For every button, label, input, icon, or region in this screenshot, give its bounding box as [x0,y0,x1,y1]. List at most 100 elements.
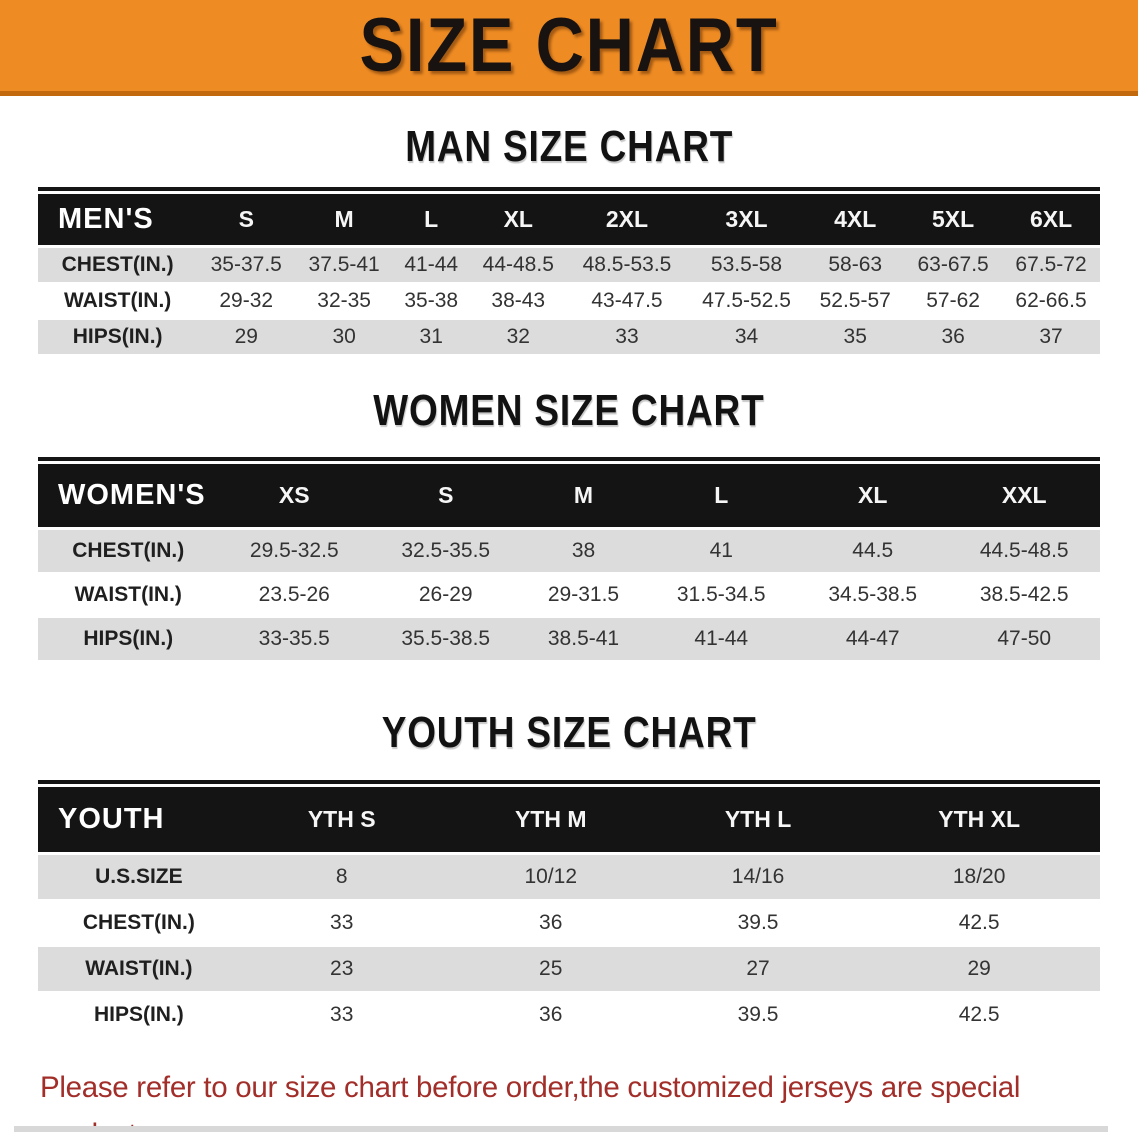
size-value-cell: 27 [657,946,859,992]
size-value-cell: 53.5-58 [686,246,807,283]
men-size-section: MAN SIZE CHART MEN'S S M L XL 2XL 3XL 4XL 5XL 6XL… [0,122,1138,356]
youth-col-yth-l: YTH L [657,787,859,855]
youth-table-frame: YOUTH YTH S YTH M YTH L YTH XL U.S.SIZE 8 10/12… [38,780,1100,1039]
women-section-title: WOMEN SIZE CHART [373,386,765,435]
men-col-4xl: 4XL [806,194,905,248]
size-value-cell: 33 [330,1003,354,1026]
size-value-cell: 52.5-57 [819,289,891,312]
women-col-s: S [370,464,522,530]
youth-row-chest-in-: CHEST(IN.) 33 36 39.5 42.5 [38,900,1100,946]
size-value-cell: 23.5-26 [258,583,330,606]
youth-row-waist-in-: WAIST(IN.) 23 25 27 29 [38,946,1100,992]
women-col-xxl: XXL [948,464,1100,530]
men-col-6xl: 6XL [1002,194,1100,248]
size-value-cell: 42.5 [958,911,1000,934]
women-row-hips-in-: HIPS(IN.) 33-35.5 35.5-38.5 38.5-41 41-44 44-… [38,617,1100,661]
women-table-frame: WOMEN'S XS S M L XL XXL CHEST(IN.) 29.5-32.5 32.5… [38,457,1100,662]
size-value-cell: 31.5-34.5 [676,583,766,606]
row-label: HIPS(IN.) [38,319,198,355]
men-table-frame: MEN'S S M L XL 2XL 3XL 4XL 5XL 6XL CHEST(IN.) 35-37… [38,187,1100,356]
bottom-divider [14,1126,1108,1132]
size-value-cell: 41-44 [645,617,797,661]
size-value-cell: 35 [806,319,905,355]
men-row-waist-in-: WAIST(IN.) 29-32 32-35 35-38 38-43 43-47.5 47.… [38,283,1100,319]
size-value-cell: 38-43 [491,289,546,312]
men-col-s: S [197,194,296,248]
youth-col-yth-s: YTH S [239,787,444,855]
size-value-cell: 32.5-35.5 [370,528,522,573]
youth-section-title: YOUTH SIZE CHART [381,708,757,757]
size-value-cell: 18/20 [858,853,1100,900]
men-row-hips-in-: HIPS(IN.) 29 30 31 32 33 34 35 36 37 [38,319,1100,355]
size-value-cell: 33-35.5 [218,617,370,661]
youth-col-yth-xl: YTH XL [858,787,1100,855]
men-col-2xl: 2XL [567,194,687,248]
size-value-cell: 35-37.5 [197,246,296,283]
size-value-cell: 44.5-48.5 [948,528,1100,573]
size-value-cell: 37 [1002,319,1100,355]
row-label: HIPS(IN.) [93,1003,184,1026]
size-value-cell: 35-38 [404,289,459,312]
size-value-cell: 38.5-42.5 [979,583,1069,606]
women-size-section: WOMEN SIZE CHART WOMEN'S XS S M L XL XXL CHEST(… [0,386,1138,662]
size-value-cell: 44.5 [796,528,949,573]
banner-title: SIZE CHART [359,3,779,88]
size-value-cell: 43-47.5 [591,289,663,312]
size-value-cell: 44-47 [796,617,949,661]
size-value-cell: 31 [393,319,470,355]
size-value-cell: 44-48.5 [469,246,568,283]
row-label: CHEST(IN.) [82,911,195,934]
size-value-cell: 36 [904,319,1003,355]
size-value-cell: 23 [239,946,444,992]
women-header-row: WOMEN'S XS S M L XL XXL [38,464,1100,530]
size-value-cell: 48.5-53.5 [567,246,687,283]
row-label: HIPS(IN.) [38,617,219,661]
women-row-waist-in-: WAIST(IN.) 23.5-26 26-29 29-31.5 31.5-34.5 34… [38,573,1100,617]
size-value-cell: 37.5-41 [295,246,394,283]
youth-header-row: YOUTH YTH S YTH M YTH L YTH XL [38,787,1100,855]
youth-group-label: YOUTH [38,787,240,855]
size-value-cell: 47.5-52.5 [702,289,791,312]
men-col-xl: XL [469,194,568,248]
size-value-cell: 63-67.5 [904,246,1003,283]
women-row-chest-in-: CHEST(IN.) 29.5-32.5 32.5-35.5 38 41 44.5 44.5… [38,528,1100,573]
size-value-cell: 25 [443,946,658,992]
size-value-cell: 36 [539,911,563,934]
size-value-cell: 29 [858,946,1100,992]
size-value-cell: 39.5 [737,911,779,934]
men-header-row: MEN'S S M L XL 2XL 3XL 4XL 5XL 6XL [38,194,1100,248]
size-value-cell: 29.5-32.5 [218,528,370,573]
youth-size-table: YOUTH YTH S YTH M YTH L YTH XL U.S.SIZE 8 10/12… [38,787,1100,1039]
youth-col-yth-m: YTH M [443,787,658,855]
size-value-cell: 36 [539,1003,563,1026]
row-label: WAIST(IN.) [74,583,182,606]
size-value-cell: 33 [330,911,354,934]
youth-row-u-s-size: U.S.SIZE 8 10/12 14/16 18/20 [38,853,1100,900]
size-value-cell: 29-32 [219,289,274,312]
row-label: U.S.SIZE [38,853,240,900]
women-col-l: L [645,464,797,530]
size-value-cell: 29 [197,319,296,355]
size-value-cell: 10/12 [443,853,658,900]
size-value-cell: 34.5-38.5 [828,583,918,606]
women-size-table: WOMEN'S XS S M L XL XXL CHEST(IN.) 29.5-32.5 32.5… [38,464,1100,662]
men-size-table: MEN'S S M L XL 2XL 3XL 4XL 5XL 6XL CHEST(IN.) 35-37… [38,194,1100,356]
row-label: CHEST(IN.) [38,528,219,573]
size-value-cell: 30 [295,319,394,355]
size-value-cell: 41-44 [393,246,470,283]
size-value-cell: 57-62 [926,289,980,312]
size-value-cell: 34 [686,319,807,355]
size-value-cell: 8 [239,853,444,900]
youth-row-hips-in-: HIPS(IN.) 33 36 39.5 42.5 [38,992,1100,1038]
disclaimer-line-1: Please refer to our size chart before or… [40,1071,1021,1132]
row-label: CHEST(IN.) [38,246,198,283]
size-value-cell: 41 [645,528,797,573]
size-value-cell: 67.5-72 [1002,246,1100,283]
men-col-m: M [295,194,394,248]
size-value-cell: 47-50 [948,617,1100,661]
size-value-cell: 38.5-41 [521,617,646,661]
size-value-cell: 32 [469,319,568,355]
men-col-3xl: 3XL [686,194,807,248]
men-row-chest-in-: CHEST(IN.) 35-37.5 37.5-41 41-44 44-48.5 48.5… [38,246,1100,283]
men-col-l: L [393,194,470,248]
